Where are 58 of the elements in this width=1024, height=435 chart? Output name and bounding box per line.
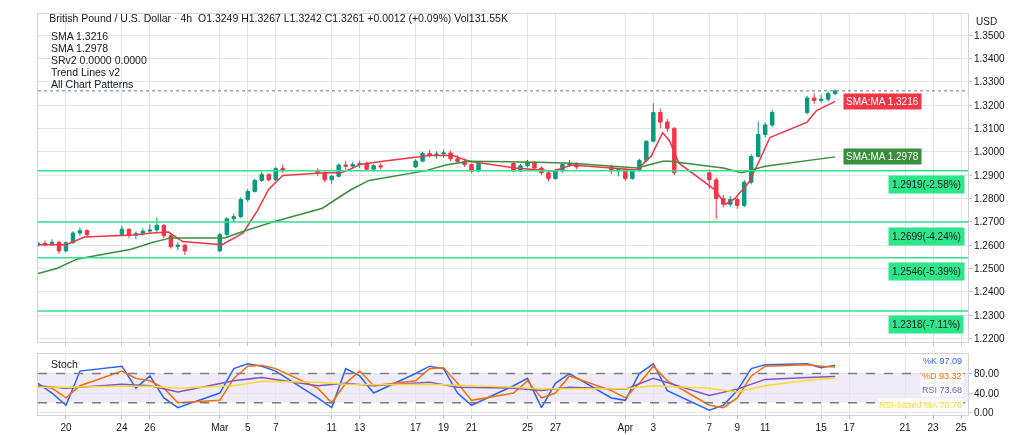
x-tick-label: 19 — [438, 422, 450, 433]
annotation: SRv2 0.0000 0.0000 — [51, 54, 147, 66]
ref-line-label: 1.2318(-7.11%) — [892, 319, 961, 330]
y-axis-title: USD — [976, 16, 998, 27]
annotation: Trend Lines v2 — [51, 66, 121, 78]
y-tick-label: 1.2600 — [974, 239, 1006, 251]
ref-line-label: 1.2699(-4.24%) — [892, 231, 961, 242]
x-tick-label: Mar — [211, 422, 230, 433]
x-tick-label: 11 — [760, 422, 771, 433]
x-tick-label: 11 — [326, 422, 338, 433]
y-tick-label: 1.3000 — [974, 146, 1006, 158]
ref-line-label: 1.2919(-2.58%) — [892, 179, 961, 190]
x-tick-label: 9 — [734, 422, 741, 433]
x-tick-label: 15 — [815, 422, 828, 433]
y-tick-label: 1.3300 — [974, 76, 1006, 88]
x-tick-label: 17 — [410, 422, 422, 433]
y-tick-label: 1.2900 — [974, 169, 1006, 181]
text: %K 97.09 — [923, 356, 963, 366]
y-tick-label: 1.3500 — [974, 29, 1006, 41]
x-tick-label: 21 — [899, 422, 912, 433]
x-tick-label: 13 — [354, 422, 366, 433]
y-tick-label: 1.2500 — [974, 262, 1006, 274]
x-tick-label: 21 — [465, 422, 478, 433]
y-tick-label: 0.00 — [974, 407, 994, 419]
text: %D 93.32 — [922, 371, 962, 381]
y-tick-label: 1.3200 — [974, 99, 1006, 111]
y-tick-label: 1.2800 — [974, 192, 1006, 204]
x-tick-label: 7 — [272, 422, 279, 433]
y-tick-label: 40.00 — [974, 387, 1000, 399]
annotation: SMA:MA 1.3216 — [846, 96, 919, 107]
text: RSI-based MA 70.76 — [879, 400, 963, 410]
x-tick-label: 17 — [843, 422, 856, 433]
y-tick-label: 1.3400 — [974, 52, 1006, 64]
y-tick-label: 1.3100 — [974, 122, 1006, 134]
annotation: All Chart Patterns — [51, 78, 134, 90]
annotation: SMA:MA 1.2978 — [846, 151, 919, 162]
x-tick-label: 5 — [244, 422, 251, 433]
y-tick-label: 80.00 — [974, 368, 1000, 380]
x-tick-label: 25 — [521, 422, 534, 433]
annotation: SMA 1.2978 — [51, 42, 109, 54]
x-tick-label: 23 — [927, 422, 940, 433]
x-tick-label: 27 — [549, 422, 562, 433]
x-tick-label: 24 — [116, 422, 128, 433]
y-tick-label: 1.2400 — [974, 286, 1006, 298]
ref-line-label: 1.2546(-5.39%) — [892, 266, 961, 277]
x-tick-label: 3 — [650, 422, 657, 433]
text: RSI 73.68 — [922, 385, 963, 395]
x-tick-label: 26 — [144, 422, 156, 433]
y-tick-label: 1.2300 — [974, 309, 1006, 321]
x-tick-label: Apr — [617, 422, 634, 433]
x-tick-label: 20 — [60, 422, 72, 433]
x-tick-label: 25 — [955, 422, 968, 433]
y-tick-label: 1.2700 — [974, 216, 1006, 228]
annotation: Stoch — [51, 358, 79, 370]
y-tick-label: 1.2200 — [974, 333, 1006, 344]
x-tick-label: 7 — [706, 422, 713, 433]
annotation: SMA 1.3216 — [51, 30, 109, 42]
chart-title: British Pound / U.S. Dollar · 4h O1.3249 H1.3267 L1.3242 C1.3261 +0.0012 (+0.09%) Vol131.55K — [49, 12, 508, 25]
